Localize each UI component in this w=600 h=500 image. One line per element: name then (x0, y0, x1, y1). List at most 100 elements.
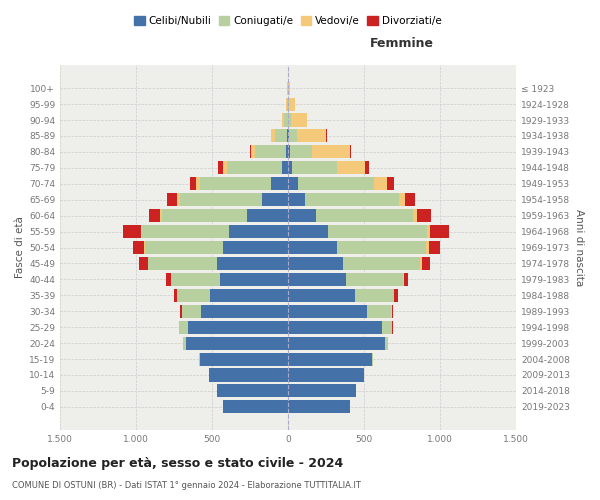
Bar (292, 162, 337, 174)
Bar (223, 162, 227, 174)
Bar (290, 146, 311, 158)
Bar (288, 225, 328, 238)
Bar (288, 336, 385, 349)
Bar (286, 98, 287, 110)
Bar (229, 225, 288, 238)
Bar (139, 257, 148, 270)
Bar (284, 114, 287, 126)
Bar (422, 257, 430, 270)
Y-axis label: Anni di nascita: Anni di nascita (574, 209, 584, 286)
Bar (382, 320, 392, 334)
Bar (247, 209, 288, 222)
Bar (182, 304, 202, 318)
Bar (217, 384, 288, 398)
Bar (178, 193, 180, 206)
Bar (251, 146, 256, 158)
Bar (256, 146, 286, 158)
Bar (350, 146, 351, 158)
Bar (289, 130, 296, 142)
Bar (374, 177, 387, 190)
Bar (288, 162, 292, 174)
Bar (288, 289, 355, 302)
Bar (180, 193, 262, 206)
Bar (171, 273, 220, 286)
Bar (391, 304, 392, 318)
Bar (288, 304, 367, 318)
Bar (160, 209, 162, 222)
Bar (209, 368, 288, 382)
Bar (406, 193, 415, 206)
Text: Popolazione per età, sesso e stato civile - 2024: Popolazione per età, sesso e stato civil… (12, 458, 343, 470)
Bar (199, 352, 200, 366)
Bar (177, 289, 211, 302)
Bar (288, 130, 289, 142)
Bar (282, 114, 284, 126)
Bar (286, 146, 288, 158)
Bar (288, 209, 316, 222)
Bar (202, 304, 288, 318)
Bar (271, 177, 288, 190)
Bar (275, 130, 287, 142)
Bar (288, 273, 346, 286)
Bar (223, 400, 288, 413)
Bar (223, 241, 288, 254)
Bar (420, 257, 422, 270)
Bar (289, 98, 295, 110)
Bar (288, 257, 343, 270)
Text: COMUNE DI OSTUNI (BR) - Dati ISTAT 1° gennaio 2024 - Elaborazione TUTTITALIA.IT: COMUNE DI OSTUNI (BR) - Dati ISTAT 1° ge… (12, 481, 361, 490)
Bar (399, 193, 406, 206)
Bar (166, 273, 170, 286)
Bar (427, 241, 429, 254)
Bar (365, 162, 368, 174)
Text: Femmine: Femmine (370, 38, 434, 51)
Bar (427, 225, 430, 238)
Bar (429, 241, 440, 254)
Bar (343, 257, 420, 270)
Bar (305, 193, 399, 206)
Bar (227, 162, 282, 174)
Bar (296, 130, 326, 142)
Bar (413, 209, 417, 222)
Bar (196, 177, 200, 190)
Bar (287, 130, 288, 142)
Bar (288, 368, 364, 382)
Bar (355, 289, 394, 302)
Bar (174, 289, 177, 302)
Bar (288, 400, 350, 413)
Bar (385, 336, 388, 349)
Bar (289, 114, 291, 126)
Bar (190, 177, 196, 190)
Bar (271, 130, 275, 142)
Bar (291, 114, 307, 126)
Bar (250, 146, 251, 158)
Bar (288, 320, 382, 334)
Bar (148, 257, 217, 270)
Bar (217, 257, 288, 270)
Bar (392, 320, 394, 334)
Bar (184, 336, 186, 349)
Bar (181, 304, 182, 318)
Bar (186, 336, 288, 349)
Bar (218, 162, 223, 174)
Bar (288, 177, 298, 190)
Bar (298, 177, 374, 190)
Bar (404, 273, 408, 286)
Bar (311, 146, 350, 158)
Y-axis label: Fasce di età: Fasce di età (15, 216, 25, 278)
Bar (133, 241, 145, 254)
Bar (287, 98, 288, 110)
Bar (188, 320, 288, 334)
Bar (211, 289, 288, 302)
Bar (167, 193, 178, 206)
Bar (220, 273, 288, 286)
Bar (282, 162, 288, 174)
Bar (430, 225, 449, 238)
Bar (392, 304, 394, 318)
Bar (288, 82, 290, 94)
Bar (337, 241, 427, 254)
Bar (162, 209, 247, 222)
Bar (288, 146, 290, 158)
Bar (288, 241, 337, 254)
Bar (288, 193, 305, 206)
Bar (262, 193, 288, 206)
